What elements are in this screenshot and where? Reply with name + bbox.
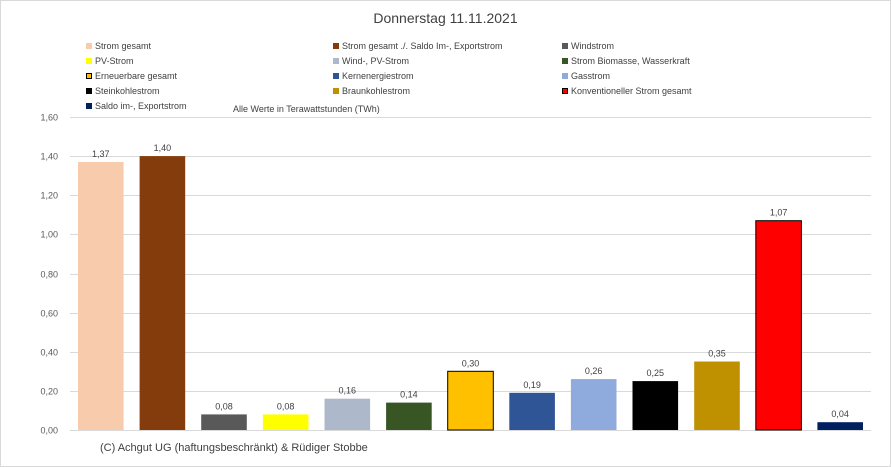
legend-label: Erneuerbare gesamt xyxy=(95,71,178,81)
legend-label: Strom gesamt xyxy=(95,41,152,51)
bar xyxy=(324,398,371,430)
legend-swatch xyxy=(562,87,568,94)
legend-label: Kernenergiestrom xyxy=(342,71,414,81)
legend-swatch xyxy=(333,57,339,64)
bar xyxy=(386,402,432,430)
bar-value-label: 0,35 xyxy=(708,349,726,359)
legend-item: Windstrom xyxy=(562,41,614,52)
y-tick-label: 0,20 xyxy=(40,387,58,397)
legend-swatch xyxy=(86,102,92,109)
legend-swatch xyxy=(333,42,339,49)
y-axis: 0,00 0,20 0,40 0,60 0,80 1,00 1,20 1,40 1,60 xyxy=(40,113,58,436)
bar-value-label: 0,04 xyxy=(831,409,849,419)
legend-swatch xyxy=(333,72,339,79)
legend-swatch xyxy=(562,57,568,64)
legend-item: Wind-, PV-Strom xyxy=(333,56,409,67)
bar-value-label: 0,16 xyxy=(339,386,357,396)
bar xyxy=(632,381,679,430)
legend-swatch xyxy=(86,87,92,94)
bars xyxy=(78,156,863,431)
bar-value-label: 0,30 xyxy=(462,358,480,368)
y-tick-label: 0,80 xyxy=(40,270,58,280)
legend-item: Gasstrom xyxy=(562,71,610,82)
bar xyxy=(817,422,863,430)
bar xyxy=(139,156,186,430)
legend-swatch xyxy=(86,42,92,49)
legend-item: Strom Biomasse, Wasserkraft xyxy=(562,56,690,67)
bar-value-label: 0,08 xyxy=(215,401,233,411)
legend-swatch xyxy=(333,87,339,94)
legend-label: Strom Biomasse, Wasserkraft xyxy=(571,56,690,66)
legend-swatch xyxy=(86,57,92,64)
bar-value-label: 0,25 xyxy=(647,368,665,378)
bar-value-label: 1,07 xyxy=(770,208,788,218)
bar xyxy=(755,220,802,431)
legend-item: Erneuerbare gesamt xyxy=(86,71,177,82)
legend-label: PV-Strom xyxy=(95,56,134,66)
chart-title: Donnerstag 11.11.2021 xyxy=(373,10,518,26)
value-labels: 1,37 1,40 0,08 0,08 0,16 0,14 0,30 0,19 0,26 0,25… xyxy=(92,143,849,419)
legend-label: Windstrom xyxy=(571,41,615,51)
legend-swatch xyxy=(562,72,568,79)
y-tick-label: 1,40 xyxy=(40,152,58,162)
legend-swatch xyxy=(86,72,92,79)
legend-swatch xyxy=(562,42,568,49)
bar xyxy=(509,392,555,430)
unit-note: Alle Werte in Terawattstunden (TWh) xyxy=(233,104,380,114)
legend-item: Konventioneller Strom gesamt xyxy=(562,86,692,97)
bar-value-label: 1,37 xyxy=(92,149,110,159)
legend-item: Braunkohlestrom xyxy=(333,86,410,97)
bar-value-label: 1,40 xyxy=(154,143,172,153)
legend-item: Strom gesamt ./. Saldo Im-, Exportstrom xyxy=(333,41,503,52)
legend-item: Kernenergiestrom xyxy=(333,71,414,82)
y-tick-label: 0,00 xyxy=(40,426,58,436)
legend-label: Wind-, PV-Strom xyxy=(342,56,410,66)
legend-label: Strom gesamt ./. Saldo Im-, Exportstrom xyxy=(342,41,503,51)
copyright-note: (C) Achgut UG (haftungsbeschränkt) & Rüd… xyxy=(100,442,368,454)
y-tick-label: 1,60 xyxy=(40,113,58,123)
bar xyxy=(694,361,740,430)
legend-item: PV-Strom xyxy=(86,56,134,67)
bar-value-label: 0,26 xyxy=(585,366,603,376)
bar xyxy=(201,414,247,430)
y-tick-label: 0,40 xyxy=(40,348,58,358)
legend-item: Strom gesamt xyxy=(86,41,151,52)
legend-item: Saldo im-, Exportstrom xyxy=(86,101,187,112)
legend-label: Braunkohlestrom xyxy=(342,86,411,96)
legend-label: Konventioneller Strom gesamt xyxy=(571,86,692,96)
y-tick-label: 1,00 xyxy=(40,230,58,240)
y-tick-label: 1,20 xyxy=(40,191,58,201)
legend-label: Saldo im-, Exportstrom xyxy=(95,101,187,111)
bar-value-label: 0,14 xyxy=(400,390,418,400)
bar xyxy=(78,162,124,430)
legend-label: Gasstrom xyxy=(571,71,611,81)
bar xyxy=(262,414,309,430)
bar xyxy=(447,370,494,431)
bar-value-label: 0,19 xyxy=(523,380,541,390)
bar xyxy=(570,379,617,430)
legend-item: Steinkohlestrom xyxy=(86,86,160,97)
legend-label: Steinkohlestrom xyxy=(95,86,160,96)
y-tick-label: 0,60 xyxy=(40,309,58,319)
bar-value-label: 0,08 xyxy=(277,401,295,411)
